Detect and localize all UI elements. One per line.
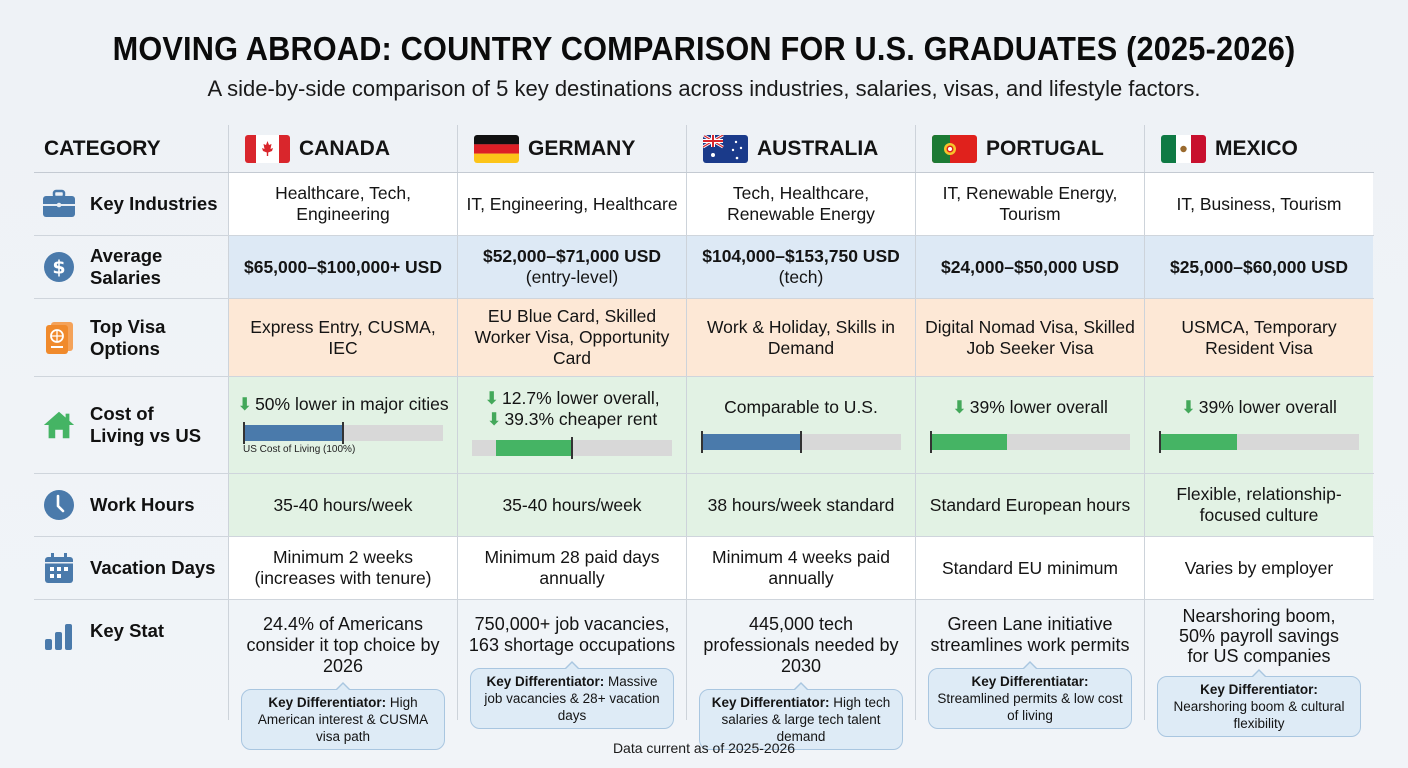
country-name: MEXICO xyxy=(1215,137,1298,160)
cell-visa-mexico: USMCA, Temporary Resident Visa xyxy=(1144,299,1373,376)
row-cost-of-living: Cost of Living vs US ⬇ 50% lower in major… xyxy=(34,377,1374,474)
cell-vacation-portugal: Standard EU minimum xyxy=(915,537,1144,599)
cell-stat-portugal: Green Lane initiative streamlines work p… xyxy=(915,600,1144,729)
cell-stat-mexico: Nearshoring boom, 50% payroll savings fo… xyxy=(1144,600,1373,737)
comparison-table: CATEGORY CANADA GERMANY AUSTRALIA PORTUG… xyxy=(34,125,1374,750)
cell-stat-germany: 750,000+ job vacancies, 163 shortage occ… xyxy=(457,600,686,729)
country-name: GERMANY xyxy=(528,137,636,160)
cell-vacation-germany: Minimum 28 paid days annually xyxy=(457,537,686,599)
cost-bar-canada xyxy=(243,422,443,444)
cell-salary-australia: $104,000–$153,750 USD (tech) xyxy=(686,236,915,298)
cell-salary-mexico: $25,000–$60,000 USD xyxy=(1144,236,1373,298)
down-arrow-icon: ⬇ xyxy=(484,388,500,408)
cell-salary-canada: $65,000–$100,000+ USD xyxy=(228,236,457,298)
calendar-icon xyxy=(42,551,76,585)
country-header-australia: AUSTRALIA xyxy=(686,125,915,172)
category-vacation-days: Vacation Days xyxy=(34,537,228,599)
category-work-hours: Work Hours xyxy=(34,474,228,536)
down-arrow-icon: ⬇ xyxy=(952,396,967,417)
row-average-salaries: $ Average Salaries $65,000–$100,000+ USD… xyxy=(34,236,1374,299)
category-header: CATEGORY xyxy=(44,136,161,160)
cell-salary-germany: $52,000–$71,000 USD (entry-level) xyxy=(457,236,686,298)
key-differentiator-callout: Key Differentiator: High American intere… xyxy=(241,682,445,750)
cell-cost-portugal: ⬇ 39% lower overall xyxy=(915,377,1144,473)
cell-vacation-canada: Minimum 2 weeks (increases with tenure) xyxy=(228,537,457,599)
country-name: PORTUGAL xyxy=(986,137,1104,160)
page-title: MOVING ABROAD: COUNTRY COMPARISON FOR U.… xyxy=(112,30,1296,67)
cell-hours-portugal: Standard European hours xyxy=(915,474,1144,536)
canada-flag-icon xyxy=(245,134,290,163)
cost-bar-portugal xyxy=(930,430,1130,453)
cell-cost-mexico: ⬇ 39% lower overall xyxy=(1144,377,1373,473)
category-top-visa-options: Top Visa Options xyxy=(34,299,228,376)
cost-bar-germany xyxy=(472,437,672,459)
dollar-icon: $ xyxy=(42,250,76,284)
bar-chart-icon xyxy=(42,620,76,654)
cell-hours-mexico: Flexible, relationship-focused culture xyxy=(1144,474,1373,536)
country-header-germany: GERMANY xyxy=(457,125,686,172)
country-header-portugal: PORTUGAL xyxy=(915,125,1144,172)
cell-salary-portugal: $24,000–$50,000 USD xyxy=(915,236,1144,298)
cell-vacation-australia: Minimum 4 weeks paid annually xyxy=(686,537,915,599)
cell-industries-canada: Healthcare, Tech, Engineering xyxy=(228,173,457,235)
briefcase-icon xyxy=(42,187,76,221)
australia-flag-icon xyxy=(703,134,748,163)
country-name: AUSTRALIA xyxy=(757,137,879,160)
category-key-industries: Key Industries xyxy=(34,173,228,235)
key-differentiator-callout: Key Differentiator: Massive job vacancie… xyxy=(470,661,674,729)
cell-cost-germany: ⬇ 12.7% lower overall, ⬇ 39.3% cheaper ren… xyxy=(457,377,686,473)
cost-bar-mexico xyxy=(1159,430,1359,453)
cell-stat-australia: 445,000 tech professionals needed by 203… xyxy=(686,600,915,750)
cell-cost-canada: ⬇ 50% lower in major cities US Cost of Li… xyxy=(228,377,457,473)
cell-industries-mexico: IT, Business, Tourism xyxy=(1144,173,1373,235)
category-cost-of-living: Cost of Living vs US xyxy=(34,377,228,473)
germany-flag-icon xyxy=(474,134,519,163)
page-subtitle: A side-by-side comparison of 5 key desti… xyxy=(207,76,1201,101)
cell-industries-portugal: IT, Renewable Energy, Tourism xyxy=(915,173,1144,235)
svg-text:$: $ xyxy=(52,257,65,279)
passport-icon xyxy=(42,321,76,355)
cell-hours-australia: 38 hours/week standard xyxy=(686,474,915,536)
cell-visa-portugal: Digital Nomad Visa, Skilled Job Seeker V… xyxy=(915,299,1144,376)
row-vacation-days: Vacation Days Minimum 2 weeks (increases… xyxy=(34,537,1374,600)
key-differentiator-callout: Key Differentiator: Nearshoring boom & c… xyxy=(1157,669,1361,737)
row-top-visa-options: Top Visa Options Express Entry, CUSMA, I… xyxy=(34,299,1374,377)
cell-visa-canada: Express Entry, CUSMA, IEC xyxy=(228,299,457,376)
key-differentiator-callout: Key Differentiator: High tech salaries &… xyxy=(699,682,903,750)
country-name: CANADA xyxy=(299,137,390,160)
cell-hours-germany: 35-40 hours/week xyxy=(457,474,686,536)
cost-bar-australia xyxy=(701,430,901,453)
mexico-flag-icon xyxy=(1161,134,1206,163)
bar-reference-label: US Cost of Living (100%) xyxy=(243,444,356,455)
key-differentiator-callout: Key Differentiatar: Streamlined permits … xyxy=(928,661,1132,729)
portugal-flag-icon xyxy=(932,134,977,163)
cell-vacation-mexico: Varies by employer xyxy=(1144,537,1373,599)
row-work-hours: Work Hours 35-40 hours/week 35-40 hours/… xyxy=(34,474,1374,537)
table-header: CATEGORY CANADA GERMANY AUSTRALIA PORTUG… xyxy=(34,125,1374,173)
down-arrow-icon: ⬇ xyxy=(1181,396,1196,417)
cell-visa-australia: Work & Holiday, Skills in Demand xyxy=(686,299,915,376)
cell-industries-australia: Tech, Healthcare, Renewable Energy xyxy=(686,173,915,235)
category-key-stat: Key Stat xyxy=(34,600,228,720)
footer-note: Data current as of 2025-2026 xyxy=(612,740,796,756)
country-header-mexico: MEXICO xyxy=(1144,125,1373,172)
cell-visa-germany: EU Blue Card, Skilled Worker Visa, Oppor… xyxy=(457,299,686,376)
country-header-canada: CANADA xyxy=(228,125,457,172)
row-key-stat: Key Stat 24.4% of Americans consider it … xyxy=(34,600,1374,750)
clock-icon xyxy=(42,488,76,522)
cell-industries-germany: IT, Engineering, Healthcare xyxy=(457,173,686,235)
down-arrow-icon: ⬇ xyxy=(486,409,502,429)
cell-cost-australia: Comparable to U.S. xyxy=(686,377,915,473)
down-arrow-icon: ⬇ xyxy=(237,394,253,414)
cell-stat-canada: 24.4% of Americans consider it top choic… xyxy=(228,600,457,750)
house-icon xyxy=(42,408,76,442)
category-average-salaries: $ Average Salaries xyxy=(34,236,228,298)
cell-hours-canada: 35-40 hours/week xyxy=(228,474,457,536)
row-key-industries: Key Industries Healthcare, Tech, Enginee… xyxy=(34,173,1374,236)
